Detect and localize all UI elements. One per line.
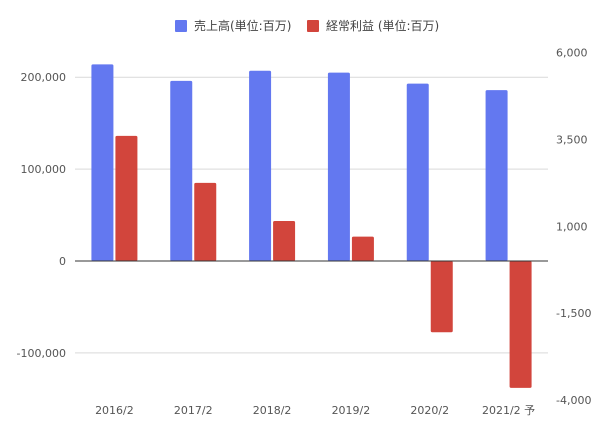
right-tick-label: 1,000 (556, 220, 588, 233)
bar-sales (327, 72, 350, 261)
bar-sales (406, 83, 429, 262)
gridlines (75, 76, 548, 354)
x-tick-label: 2018/2 (253, 404, 292, 417)
right-tick-label: 3,500 (556, 133, 588, 146)
legend-label-sales: 売上高(単位:百万) (194, 18, 291, 33)
left-axis: 200,000 100,000 0 -100,000 (17, 71, 66, 360)
bar-sales (170, 80, 193, 261)
x-axis: 2016/2 2017/2 2018/2 2019/2 2020/2 2021/2 予 (95, 404, 535, 417)
bar-ordinary-profit (430, 261, 453, 333)
left-tick-label: 0 (59, 255, 66, 268)
x-tick-label: 2017/2 (174, 404, 213, 417)
x-tick-label: 2019/2 (332, 404, 371, 417)
legend: 売上高(単位:百万) 経常利益 (単位:百万) (175, 18, 439, 33)
left-tick-label: 100,000 (21, 163, 67, 176)
left-tick-label: 200,000 (21, 71, 67, 84)
bar-ordinary-profit (351, 236, 374, 261)
left-tick-label: -100,000 (17, 347, 66, 360)
right-tick-label: -1,500 (556, 307, 591, 320)
bar-sales (249, 70, 272, 261)
legend-label-ordinary-profit: 経常利益 (単位:百万) (326, 18, 439, 33)
x-tick-label: 2016/2 (95, 404, 134, 417)
bar-sales (485, 90, 508, 261)
bars (91, 64, 532, 388)
bar-ordinary-profit (115, 135, 138, 261)
bar-ordinary-profit (194, 182, 217, 261)
legend-swatch-sales (175, 20, 187, 32)
bar-ordinary-profit (273, 221, 296, 261)
bar-sales (91, 64, 114, 261)
legend-swatch-ordinary-profit (307, 20, 319, 32)
x-tick-label: 2020/2 (410, 404, 449, 417)
right-axis: 6,000 3,500 1,000 -1,500 -4,000 (556, 47, 591, 408)
right-tick-label: -4,000 (556, 394, 591, 407)
right-tick-label: 6,000 (556, 47, 588, 60)
bar-ordinary-profit (509, 261, 532, 388)
x-tick-label: 2021/2 予 (482, 404, 535, 417)
